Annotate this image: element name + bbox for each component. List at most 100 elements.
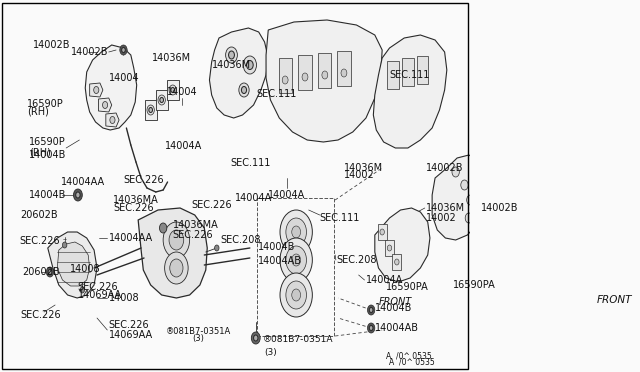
Text: 16590P: 16590P — [29, 137, 66, 147]
Circle shape — [159, 223, 167, 233]
Circle shape — [292, 289, 301, 301]
Text: SEC.226: SEC.226 — [191, 200, 232, 210]
Circle shape — [367, 323, 375, 333]
Circle shape — [76, 192, 80, 198]
Circle shape — [158, 95, 165, 105]
Circle shape — [292, 254, 301, 266]
Polygon shape — [392, 254, 401, 270]
Circle shape — [239, 83, 249, 97]
Polygon shape — [378, 224, 387, 240]
Polygon shape — [402, 58, 414, 86]
Text: (3): (3) — [264, 347, 277, 356]
Text: SEC.226: SEC.226 — [20, 310, 61, 320]
Circle shape — [380, 229, 385, 235]
Polygon shape — [387, 61, 399, 89]
Text: SEC.226: SEC.226 — [20, 236, 60, 246]
Circle shape — [46, 267, 54, 277]
Text: SEC.111: SEC.111 — [257, 89, 297, 99]
Polygon shape — [58, 242, 90, 286]
Polygon shape — [385, 240, 394, 256]
Text: 14036M: 14036M — [212, 60, 251, 70]
Circle shape — [280, 273, 312, 317]
Text: 14004A: 14004A — [268, 190, 305, 200]
Circle shape — [160, 97, 164, 103]
Polygon shape — [417, 56, 428, 84]
Text: 14002B: 14002B — [70, 47, 108, 57]
Text: 14008: 14008 — [70, 264, 100, 273]
Text: 14002B: 14002B — [426, 163, 463, 173]
Polygon shape — [90, 83, 103, 97]
Polygon shape — [209, 28, 268, 118]
Text: 14004B: 14004B — [375, 303, 412, 313]
Text: 14036M: 14036M — [344, 163, 383, 173]
Text: 14004B: 14004B — [258, 243, 295, 252]
Polygon shape — [85, 45, 137, 130]
Text: 14004B: 14004B — [29, 190, 67, 200]
Text: 14004A: 14004A — [165, 141, 202, 151]
Circle shape — [252, 332, 260, 344]
Circle shape — [452, 167, 460, 177]
Circle shape — [214, 245, 219, 251]
Circle shape — [74, 189, 83, 201]
Polygon shape — [375, 208, 430, 282]
Circle shape — [322, 71, 328, 79]
Text: 14036M: 14036M — [152, 53, 191, 62]
Text: 14004B: 14004B — [29, 151, 67, 160]
Circle shape — [246, 61, 253, 70]
Circle shape — [149, 108, 152, 112]
Circle shape — [280, 210, 312, 254]
Text: SEC.226: SEC.226 — [77, 282, 118, 292]
Text: 14036M: 14036M — [426, 203, 465, 213]
Text: 14004: 14004 — [109, 73, 140, 83]
Polygon shape — [476, 158, 509, 238]
Text: 14069AA: 14069AA — [109, 330, 153, 340]
Polygon shape — [145, 100, 157, 120]
Text: 14069AA: 14069AA — [77, 290, 122, 299]
Text: 14002: 14002 — [344, 170, 375, 180]
Circle shape — [369, 308, 373, 312]
Text: SEC.208: SEC.208 — [337, 255, 377, 265]
Polygon shape — [106, 113, 119, 127]
Circle shape — [163, 222, 189, 258]
Text: SEC.226: SEC.226 — [109, 320, 149, 330]
Text: A  /0^ 0535: A /0^ 0535 — [387, 352, 432, 361]
Polygon shape — [167, 80, 179, 100]
Polygon shape — [48, 232, 97, 298]
Polygon shape — [156, 90, 168, 110]
Circle shape — [243, 56, 257, 74]
Circle shape — [120, 45, 127, 55]
Circle shape — [164, 252, 188, 284]
Text: SEC.208: SEC.208 — [220, 235, 260, 245]
Polygon shape — [432, 155, 485, 240]
Text: SEC.226: SEC.226 — [113, 203, 154, 212]
Text: 14008: 14008 — [109, 293, 140, 303]
Circle shape — [369, 326, 373, 330]
Polygon shape — [266, 20, 382, 142]
Text: 14004AA: 14004AA — [61, 177, 105, 186]
Polygon shape — [337, 51, 351, 86]
Text: 14004: 14004 — [167, 87, 198, 97]
Text: 16590PA: 16590PA — [452, 280, 495, 290]
Circle shape — [367, 305, 375, 315]
Text: 14004A: 14004A — [235, 193, 273, 203]
Circle shape — [282, 76, 288, 84]
Text: 14004AB: 14004AB — [258, 256, 301, 266]
Text: 14036MA: 14036MA — [113, 195, 159, 205]
Circle shape — [387, 245, 392, 251]
Circle shape — [253, 335, 258, 341]
Text: 14002: 14002 — [426, 213, 457, 223]
Polygon shape — [278, 58, 292, 93]
Text: (RH): (RH) — [28, 107, 49, 116]
Circle shape — [169, 85, 177, 95]
Circle shape — [341, 69, 347, 77]
Circle shape — [465, 213, 472, 223]
Text: 16590PA: 16590PA — [385, 282, 428, 292]
Circle shape — [302, 73, 308, 81]
Circle shape — [280, 238, 312, 282]
Bar — [257, 198, 334, 336]
Circle shape — [170, 259, 183, 277]
Circle shape — [63, 242, 67, 248]
Circle shape — [286, 246, 307, 274]
Text: (3): (3) — [193, 334, 204, 343]
Text: 14002B: 14002B — [481, 203, 518, 213]
